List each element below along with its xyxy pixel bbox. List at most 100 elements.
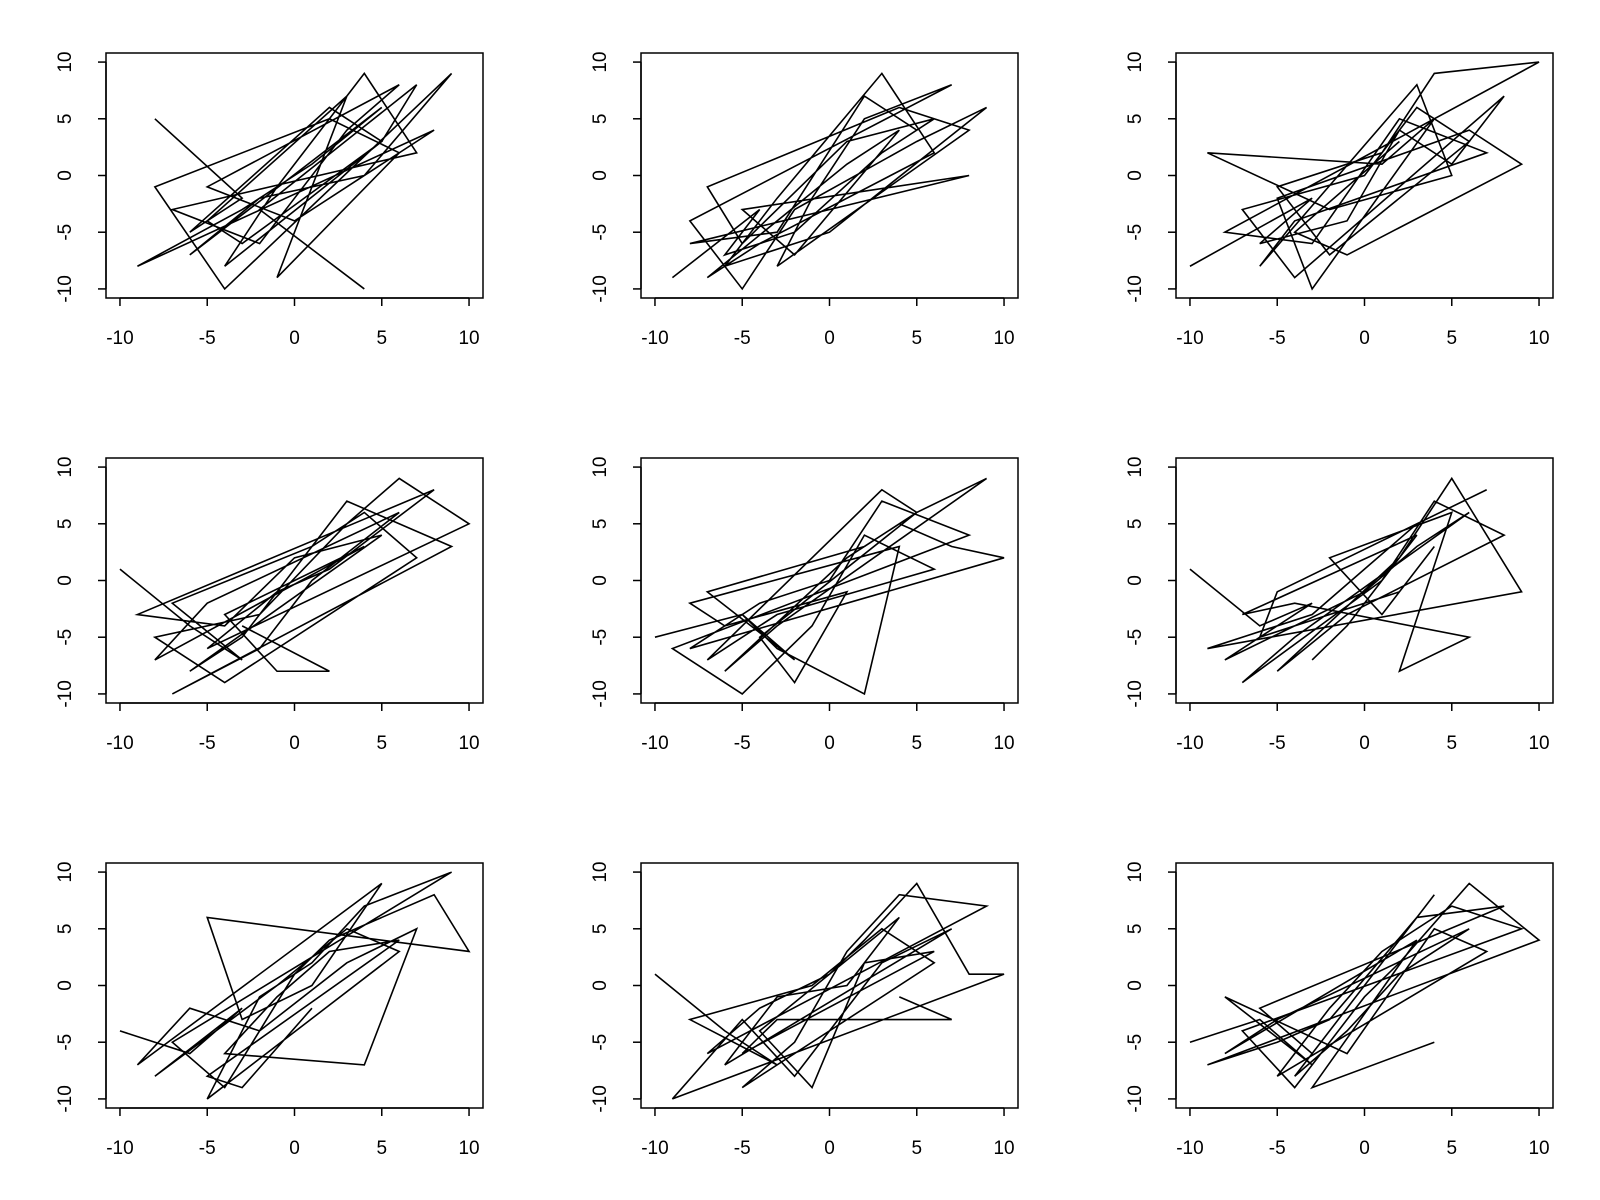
- data-line: [1189, 61, 1540, 291]
- x-tick-label: -5: [199, 733, 216, 754]
- x-tick-label: -5: [1269, 733, 1286, 754]
- y-tick-label: 0: [55, 575, 76, 586]
- plot-box: [640, 52, 1019, 299]
- x-tick-label: -5: [734, 328, 751, 349]
- x-tick-label: 0: [289, 328, 300, 349]
- y-tick-label: -5: [1125, 629, 1146, 646]
- x-tick-label: -10: [106, 328, 133, 349]
- y-tick-label: 0: [55, 170, 76, 181]
- x-tick-label: 5: [911, 328, 922, 349]
- y-tick-label: 10: [1125, 862, 1146, 883]
- y-tick-label: 10: [55, 52, 76, 73]
- y-tick-label: 5: [1125, 518, 1146, 529]
- x-tick-label: 10: [993, 733, 1014, 754]
- data-line: [671, 72, 988, 291]
- x-tick-label: 0: [824, 1138, 835, 1159]
- y-tick-label: -10: [590, 680, 611, 707]
- x-tick-label: 10: [993, 328, 1014, 349]
- y-tick-label: -5: [590, 224, 611, 241]
- y-tick-label: -5: [1125, 1034, 1146, 1051]
- panel: -10 -5 0 5 10 -10 -5 0 5 10: [55, 862, 484, 1159]
- panel: -10 -5 0 5 10 -10 -5 0 5 10: [590, 862, 1019, 1159]
- y-tick-label: 10: [1125, 457, 1146, 478]
- x-tick-label: -10: [641, 328, 668, 349]
- data-line: [1189, 882, 1541, 1090]
- x-tick-label: -5: [734, 1138, 751, 1159]
- y-tick-label: -5: [55, 224, 76, 241]
- x-tick-label: 10: [993, 1138, 1014, 1159]
- x-tick-label: -10: [1176, 328, 1203, 349]
- y-tick-label: 0: [590, 170, 611, 181]
- data-line: [1189, 476, 1523, 684]
- panel: -10 -5 0 5 10 -10 -5 0 5 10: [55, 457, 484, 754]
- y-tick-label: 5: [55, 518, 76, 529]
- panel: -10 -5 0 5 10 -10 -5 0 5 10: [1125, 52, 1554, 349]
- y-tick-label: -5: [55, 1034, 76, 1051]
- x-tick-label: -5: [1269, 1138, 1286, 1159]
- data-line: [654, 882, 1005, 1100]
- y-tick-label: 5: [1125, 923, 1146, 934]
- y-tick-label: 10: [1125, 52, 1146, 73]
- data-line: [654, 477, 1005, 696]
- x-tick-label: 0: [824, 328, 835, 349]
- y-tick-label: 5: [590, 923, 611, 934]
- y-tick-label: 0: [590, 980, 611, 991]
- plot-box: [1175, 457, 1554, 704]
- x-tick-label: -10: [1176, 1138, 1203, 1159]
- x-tick-label: 0: [289, 1138, 300, 1159]
- x-tick-label: 0: [1359, 733, 1370, 754]
- data-line: [137, 72, 453, 291]
- panel: -10 -5 0 5 10 -10 -5 0 5 10: [55, 52, 484, 349]
- x-tick-label: -10: [641, 733, 668, 754]
- x-tick-label: 0: [1359, 328, 1370, 349]
- y-tick-label: 10: [55, 862, 76, 883]
- x-tick-label: -10: [641, 1138, 668, 1159]
- x-tick-label: -5: [199, 328, 216, 349]
- y-tick-label: -10: [590, 275, 611, 302]
- y-tick-label: -5: [590, 629, 611, 646]
- y-tick-label: 0: [1125, 170, 1146, 181]
- y-tick-label: -10: [55, 275, 76, 302]
- x-tick-label: 10: [458, 1138, 479, 1159]
- y-tick-label: 5: [55, 113, 76, 124]
- x-tick-label: 10: [1528, 733, 1549, 754]
- x-tick-label: 10: [458, 733, 479, 754]
- x-tick-label: 0: [1359, 1138, 1370, 1159]
- y-tick-label: 10: [590, 52, 611, 73]
- x-tick-label: -5: [1269, 328, 1286, 349]
- y-tick-label: 10: [55, 457, 76, 478]
- x-tick-label: 5: [376, 1138, 387, 1159]
- y-tick-label: 0: [1125, 980, 1146, 991]
- x-tick-label: -10: [1176, 733, 1203, 754]
- data-line: [119, 871, 471, 1100]
- y-tick-label: 5: [590, 113, 611, 124]
- y-tick-label: 5: [590, 518, 611, 529]
- x-tick-label: 0: [289, 733, 300, 754]
- x-tick-label: 5: [1446, 733, 1457, 754]
- x-tick-label: -10: [106, 733, 133, 754]
- panel: -10 -5 0 5 10 -10 -5 0 5 10: [1125, 457, 1554, 754]
- y-tick-label: -10: [1125, 275, 1146, 302]
- y-tick-label: -10: [55, 680, 76, 707]
- y-tick-label: -5: [1125, 224, 1146, 241]
- x-tick-label: 10: [458, 328, 479, 349]
- y-tick-label: -5: [55, 629, 76, 646]
- y-tick-label: -10: [1125, 680, 1146, 707]
- x-tick-label: 0: [824, 733, 835, 754]
- x-tick-label: 10: [1528, 328, 1549, 349]
- x-tick-label: 10: [1528, 1138, 1549, 1159]
- y-tick-label: 0: [590, 575, 611, 586]
- y-tick-label: -5: [590, 1034, 611, 1051]
- y-tick-label: 0: [55, 980, 76, 991]
- y-tick-label: 10: [590, 862, 611, 883]
- x-tick-label: 5: [1446, 1138, 1457, 1159]
- y-tick-label: -10: [1125, 1085, 1146, 1112]
- x-tick-label: -5: [199, 1138, 216, 1159]
- panel: -10 -5 0 5 10 -10 -5 0 5 10: [590, 457, 1019, 754]
- panel: -10 -5 0 5 10 -10 -5 0 5 10: [590, 52, 1019, 349]
- y-tick-label: -10: [55, 1085, 76, 1112]
- x-tick-label: 5: [911, 733, 922, 754]
- x-tick-label: 5: [376, 733, 387, 754]
- x-tick-label: 5: [1446, 328, 1457, 349]
